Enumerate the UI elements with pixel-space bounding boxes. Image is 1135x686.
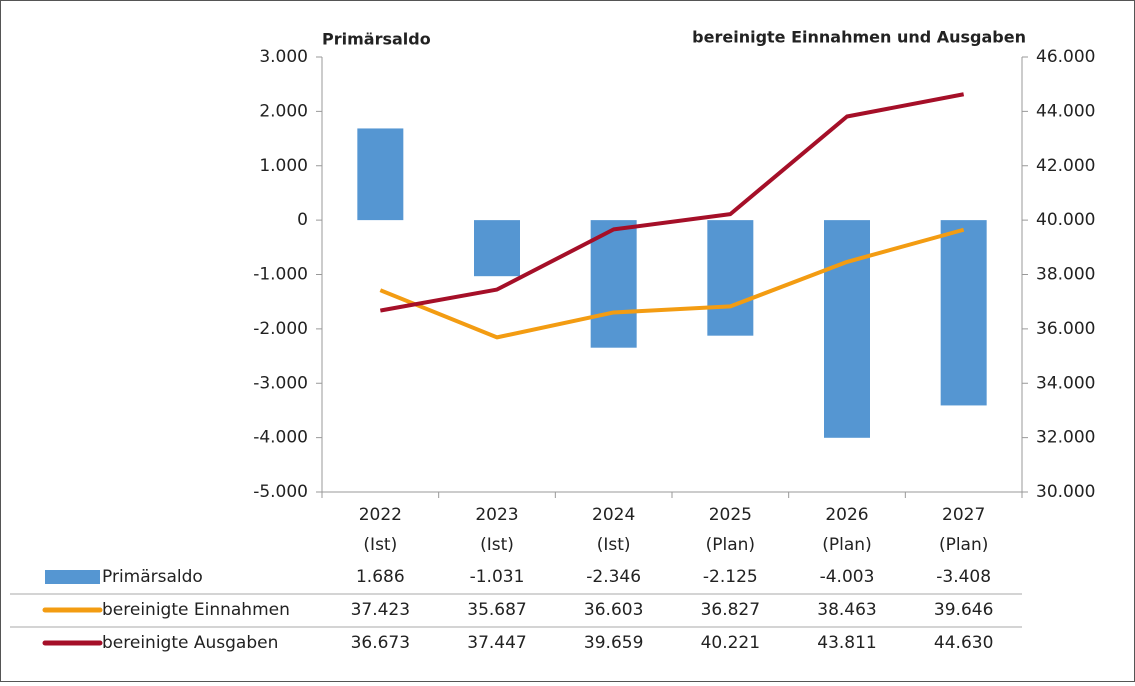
legend-swatch <box>45 570 100 584</box>
table-value: 38.463 <box>817 600 876 620</box>
legend-label: Primärsaldo <box>102 567 203 587</box>
y2-tick-label: 44.000 <box>1036 101 1095 121</box>
table-value: -2.125 <box>703 567 758 587</box>
x-tick-label: 2023 <box>475 505 518 525</box>
bar <box>357 128 404 221</box>
x-tick-label: 2025 <box>709 505 752 525</box>
line <box>379 227 965 340</box>
bar <box>590 220 637 348</box>
y-tick-label: -2.000 <box>253 319 308 339</box>
y2-tick-label: 42.000 <box>1036 156 1095 176</box>
bar <box>474 220 520 277</box>
y2-tick-label: 36.000 <box>1036 319 1095 339</box>
y2-tick-label: 40.000 <box>1036 210 1095 230</box>
table-value: 37.447 <box>467 633 526 653</box>
y2-axis-title: bereinigte Einnahmen und Ausgaben <box>692 28 1026 47</box>
y-tick-label: 0 <box>297 210 308 230</box>
table-value: 35.687 <box>467 600 526 620</box>
y-tick-label: -4.000 <box>253 428 308 448</box>
x-tick-label: (Plan) <box>706 535 755 555</box>
legend-label: bereinigte Einnahmen <box>102 600 290 620</box>
y-tick-label: -3.000 <box>253 373 308 393</box>
y-tick-label: 2.000 <box>259 101 308 121</box>
table-value: 36.673 <box>351 633 410 653</box>
bar <box>940 220 987 406</box>
table-value: 36.827 <box>701 600 760 620</box>
x-tick-label: 2022 <box>359 505 402 525</box>
bar <box>707 220 754 336</box>
table-value: -4.003 <box>820 567 875 587</box>
y2-tick-label: 46.000 <box>1036 47 1095 67</box>
table-value: 37.423 <box>351 600 410 620</box>
y-tick-label: -1.000 <box>253 265 308 285</box>
table-value: -2.346 <box>586 567 641 587</box>
table-value: 43.811 <box>817 633 876 653</box>
y2-tick-label: 38.000 <box>1036 265 1095 285</box>
y2-tick-label: 34.000 <box>1036 373 1095 393</box>
y-axis-title: Primärsaldo <box>322 30 431 49</box>
table-value: 40.221 <box>701 633 760 653</box>
y2-tick-label: 30.000 <box>1036 482 1095 502</box>
x-tick-label: (Plan) <box>939 535 988 555</box>
x-tick-label: (Ist) <box>597 535 631 555</box>
table-value: 39.659 <box>584 633 643 653</box>
bar <box>824 220 870 438</box>
y-tick-label: 1.000 <box>259 156 308 176</box>
x-tick-label: (Ist) <box>480 535 514 555</box>
table-value: -3.408 <box>936 567 991 587</box>
x-tick-label: 2024 <box>592 505 635 525</box>
line <box>379 92 965 313</box>
legend-label: bereinigte Ausgaben <box>102 633 278 653</box>
y-tick-label: -5.000 <box>253 482 308 502</box>
table-value: 39.646 <box>934 600 993 620</box>
y2-tick-label: 32.000 <box>1036 428 1095 448</box>
y-tick-label: 3.000 <box>259 47 308 67</box>
x-tick-label: (Plan) <box>822 535 871 555</box>
table-value: 1.686 <box>356 567 405 587</box>
table-value: 44.630 <box>934 633 993 653</box>
x-tick-label: 2026 <box>825 505 868 525</box>
x-tick-label: 2027 <box>942 505 985 525</box>
x-tick-label: (Ist) <box>363 535 397 555</box>
table-value: 36.603 <box>584 600 643 620</box>
table-value: -1.031 <box>470 567 525 587</box>
